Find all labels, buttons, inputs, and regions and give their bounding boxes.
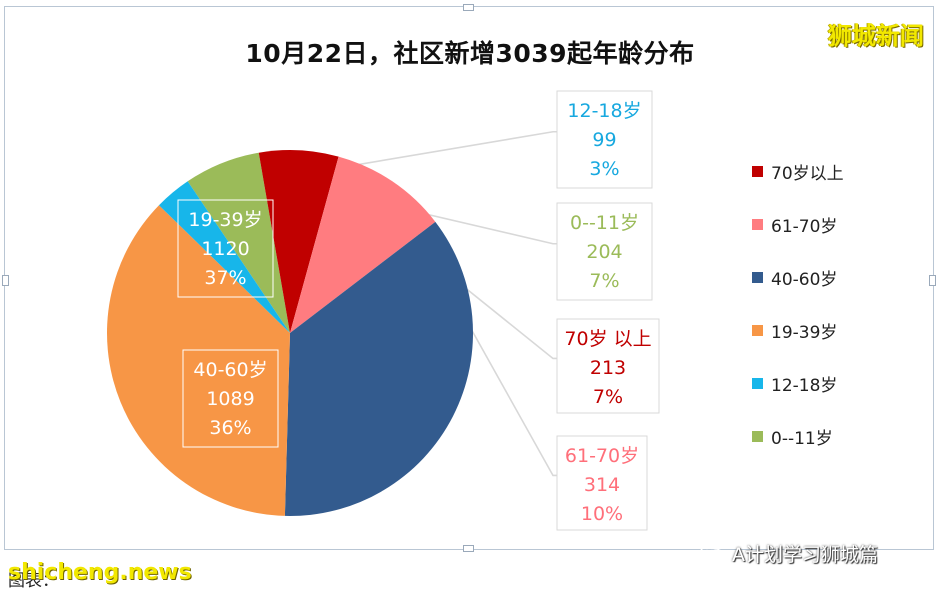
legend-item: 12-18岁 <box>752 371 838 396</box>
data-labels: 0--11岁 204 7% 70岁 以上 213 7% 61-70岁 314 10% 40-60岁… <box>177 90 660 531</box>
data-label-category: 70岁 以上 <box>564 328 651 350</box>
data-label-percent: 37% <box>204 267 246 289</box>
pie-slice[interactable] <box>284 221 473 516</box>
legend-item: 61-70岁 <box>752 212 838 237</box>
data-label-box <box>177 199 274 298</box>
data-label-percent: 7% <box>593 386 623 408</box>
data-label-box <box>556 90 653 189</box>
data-label-box <box>556 202 653 301</box>
wechat-icon <box>700 543 726 563</box>
data-label-value: 204 <box>586 241 622 263</box>
legend-label: 40-60岁 <box>771 269 838 290</box>
data-label-percent: 36% <box>209 417 251 439</box>
data-label-value: 1120 <box>201 238 249 260</box>
legend-swatch <box>752 218 763 230</box>
chart-title: 10月22日，社区新增3039起年龄分布 <box>245 39 695 68</box>
pie-slice[interactable] <box>187 152 290 333</box>
data-label-value: 314 <box>584 474 620 496</box>
legend-label: 19-39岁 <box>771 322 838 343</box>
pie-slice[interactable] <box>107 205 291 516</box>
legend-swatch <box>752 324 763 336</box>
data-label-category: 12-18岁 <box>567 100 641 122</box>
data-label-box <box>556 318 660 414</box>
legend-swatch <box>752 271 763 283</box>
data-label-percent: 3% <box>589 158 619 180</box>
pie-slices <box>107 150 473 516</box>
data-label-percent: 7% <box>589 270 619 292</box>
legend-swatch <box>752 377 763 389</box>
data-label-value: 1089 <box>206 388 254 410</box>
pie-slice[interactable] <box>158 181 290 333</box>
data-label-value: 213 <box>590 357 626 379</box>
resize-handle-left[interactable] <box>2 275 9 286</box>
legend-item: 19-39岁 <box>752 318 838 343</box>
resize-handle-bottom[interactable] <box>463 545 474 552</box>
legend-label: 70岁以上 <box>771 163 844 184</box>
data-label-category: 0--11岁 <box>570 212 639 234</box>
legend-swatch <box>752 165 763 177</box>
footer-watermark: shicheng.news <box>8 560 192 585</box>
legend-item: 70岁以上 <box>752 159 844 184</box>
footer-source: 图表： <box>8 571 59 591</box>
account-name: A计划学习狮城篇 <box>732 544 878 566</box>
data-label-percent: 10% <box>581 503 623 525</box>
legend-label: 0--11岁 <box>771 428 833 449</box>
resize-handle-right[interactable] <box>929 275 936 286</box>
pie-slice[interactable] <box>258 150 339 333</box>
legend-label: 61-70岁 <box>771 216 838 237</box>
watermark-logo: 狮城新闻 <box>828 22 924 50</box>
data-label-category: 40-60岁 <box>193 359 267 381</box>
data-label-box <box>182 349 279 448</box>
pie-slice[interactable] <box>290 156 436 333</box>
legend-item: 40-60岁 <box>752 265 838 290</box>
resize-handle-top[interactable] <box>463 4 474 11</box>
data-label-value: 99 <box>592 129 616 151</box>
legend-item: 0--11岁 <box>752 424 833 449</box>
footer-account: A计划学习狮城篇 <box>700 540 878 567</box>
data-label-box <box>556 435 648 531</box>
legend-label: 12-18岁 <box>771 375 838 396</box>
data-label-category: 19-39岁 <box>188 209 262 231</box>
legend-swatch <box>752 430 763 442</box>
data-label-category: 61-70岁 <box>565 445 639 467</box>
